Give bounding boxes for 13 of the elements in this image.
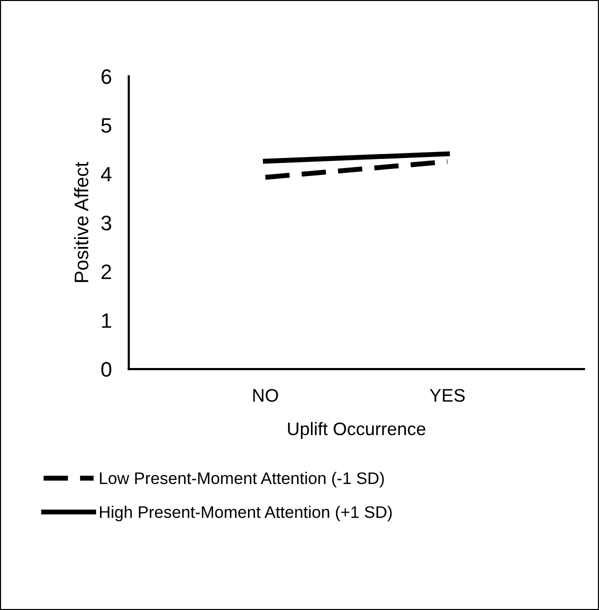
x-tick-label: YES: [430, 388, 465, 402]
y-axis-title: Positive Affect: [74, 162, 88, 282]
legend-label: Low Present-Moment Attention (-1 SD): [100, 472, 384, 488]
y-tick-label: 2: [102, 264, 112, 279]
x-axis-title: Uplift Occurrence: [288, 422, 426, 439]
x-tick-label: NO: [253, 388, 278, 402]
y-tick-label: 1: [102, 313, 112, 328]
y-tick-label: 5: [101, 118, 112, 133]
y-tick-label: 4: [101, 167, 112, 182]
y-tick-label: 6: [102, 69, 112, 84]
y-tick-label: 3: [101, 216, 112, 230]
legend-label: High Present-Moment Attention (+1 SD): [100, 506, 392, 522]
y-tick-label: 0: [101, 362, 112, 377]
